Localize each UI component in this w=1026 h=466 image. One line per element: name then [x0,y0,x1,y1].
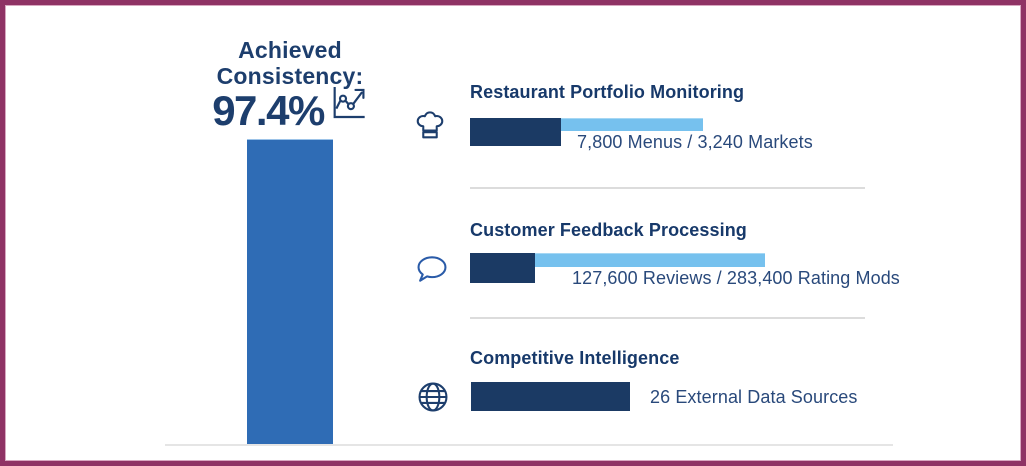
bar-dark-feedback [470,253,535,283]
consistency-value: 97.4% [212,87,325,134]
caption-competitive: 26 External Data Sources [650,387,858,407]
globe-icon [413,377,453,417]
section-title-restaurant-portfolio: Restaurant Portfolio Monitoring [470,82,745,102]
bar-dark-restaurant [470,118,561,146]
bar-light-feedback [535,253,765,267]
section-title-competitive-intelligence: Competitive Intelligence [470,348,680,368]
bar-dark-competitive [471,382,630,411]
caption-restaurant: 7,800 Menus / 3,240 Markets [577,132,813,152]
baseline-axis [165,444,893,446]
headline-block: Achieved Consistency: 97.4% [195,37,385,132]
chef-hat-icon [410,109,450,149]
headline-line2: Consistency: [216,63,364,89]
divider-2 [470,317,865,319]
trend-line-chart-icon [328,82,368,122]
section-title-customer-feedback: Customer Feedback Processing [470,220,747,240]
caption-feedback: 127,600 Reviews / 283,400 Rating Mods [572,268,900,288]
speech-bubble-icon [412,250,452,290]
bar-light-restaurant [561,118,703,131]
consistency-bar [247,139,333,446]
divider-1 [470,187,865,189]
headline-line1: Achieved [238,37,342,63]
